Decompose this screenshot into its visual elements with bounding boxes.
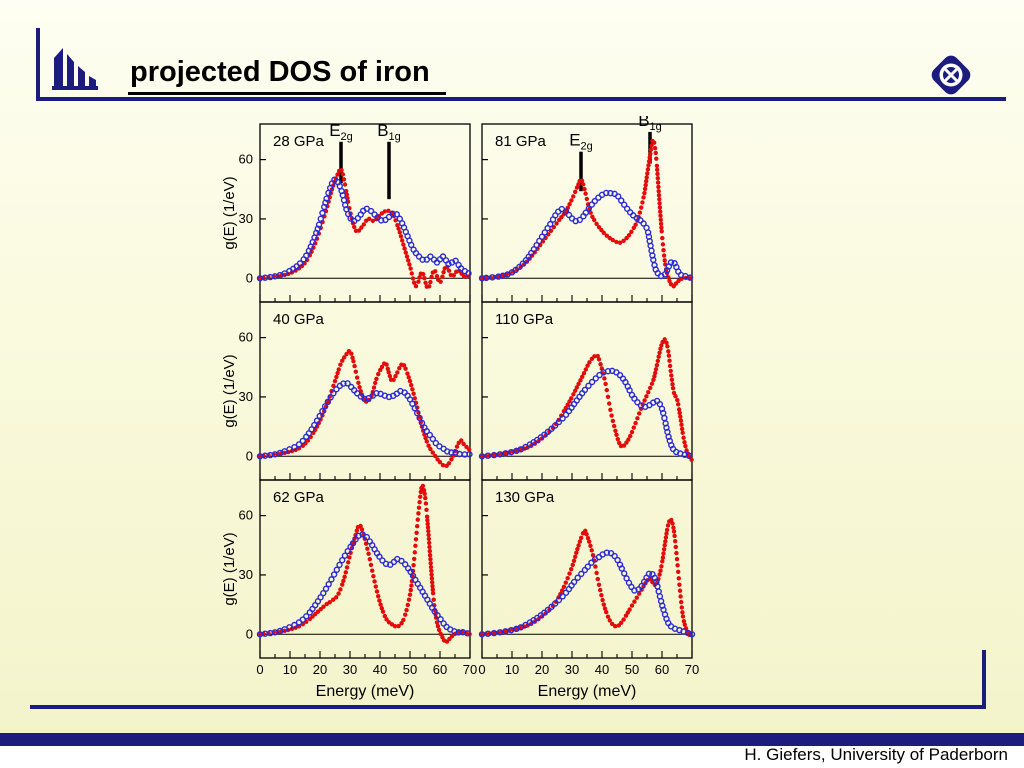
footer-band	[0, 733, 1024, 746]
svg-text:70: 70	[463, 662, 477, 677]
svg-text:30: 30	[565, 662, 579, 677]
page-title: projected DOS of iron	[128, 56, 446, 95]
svg-text:g(E) (1/eV): g(E) (1/eV)	[221, 354, 238, 427]
svg-text:30: 30	[239, 211, 253, 226]
svg-text:70: 70	[685, 662, 699, 677]
svg-text:60: 60	[433, 662, 447, 677]
svg-text:30: 30	[239, 567, 253, 582]
svg-text:28 GPa: 28 GPa	[273, 133, 325, 150]
svg-text:62 GPa: 62 GPa	[273, 489, 325, 506]
svg-text:60: 60	[239, 508, 253, 523]
svg-text:0: 0	[246, 448, 253, 463]
svg-text:B1g: B1g	[638, 116, 662, 133]
svg-text:30: 30	[239, 389, 253, 404]
frame-line-top	[36, 97, 1006, 101]
svg-text:110 GPa: 110 GPa	[495, 311, 554, 328]
svg-text:0: 0	[256, 662, 263, 677]
frame-line-top-left	[36, 28, 40, 101]
svg-text:E2g: E2g	[329, 121, 353, 143]
svg-text:60: 60	[239, 330, 253, 345]
svg-text:40 GPa: 40 GPa	[273, 311, 325, 328]
bottom-strip	[0, 746, 1024, 768]
svg-text:0: 0	[246, 270, 253, 285]
university-logo-icon	[52, 48, 98, 90]
frame-line-bottom-right	[982, 650, 986, 709]
svg-text:50: 50	[403, 662, 417, 677]
frame-line-bottom	[30, 705, 986, 709]
svg-text:g(E) (1/eV): g(E) (1/eV)	[221, 532, 238, 605]
svg-text:50: 50	[625, 662, 639, 677]
svg-text:60: 60	[655, 662, 669, 677]
svg-text:10: 10	[505, 662, 519, 677]
svg-text:30: 30	[343, 662, 357, 677]
svg-text:40: 40	[373, 662, 387, 677]
svg-text:0: 0	[246, 626, 253, 641]
svg-text:0: 0	[478, 662, 485, 677]
footer-credit: H. Giefers, University of Paderborn	[744, 745, 1008, 764]
svg-text:40: 40	[595, 662, 609, 677]
svg-text:Energy (meV): Energy (meV)	[316, 683, 415, 700]
svg-text:B1g: B1g	[377, 121, 401, 143]
svg-text:130 GPa: 130 GPa	[495, 489, 555, 506]
svg-text:g(E) (1/eV): g(E) (1/eV)	[221, 176, 238, 249]
svg-text:Energy (meV): Energy (meV)	[538, 683, 637, 700]
emblem-icon	[931, 55, 971, 95]
svg-text:20: 20	[313, 662, 327, 677]
svg-text:60: 60	[239, 152, 253, 167]
svg-text:81 GPa: 81 GPa	[495, 133, 547, 150]
svg-text:E2g: E2g	[569, 131, 593, 153]
svg-text:20: 20	[535, 662, 549, 677]
svg-text:10: 10	[283, 662, 297, 677]
